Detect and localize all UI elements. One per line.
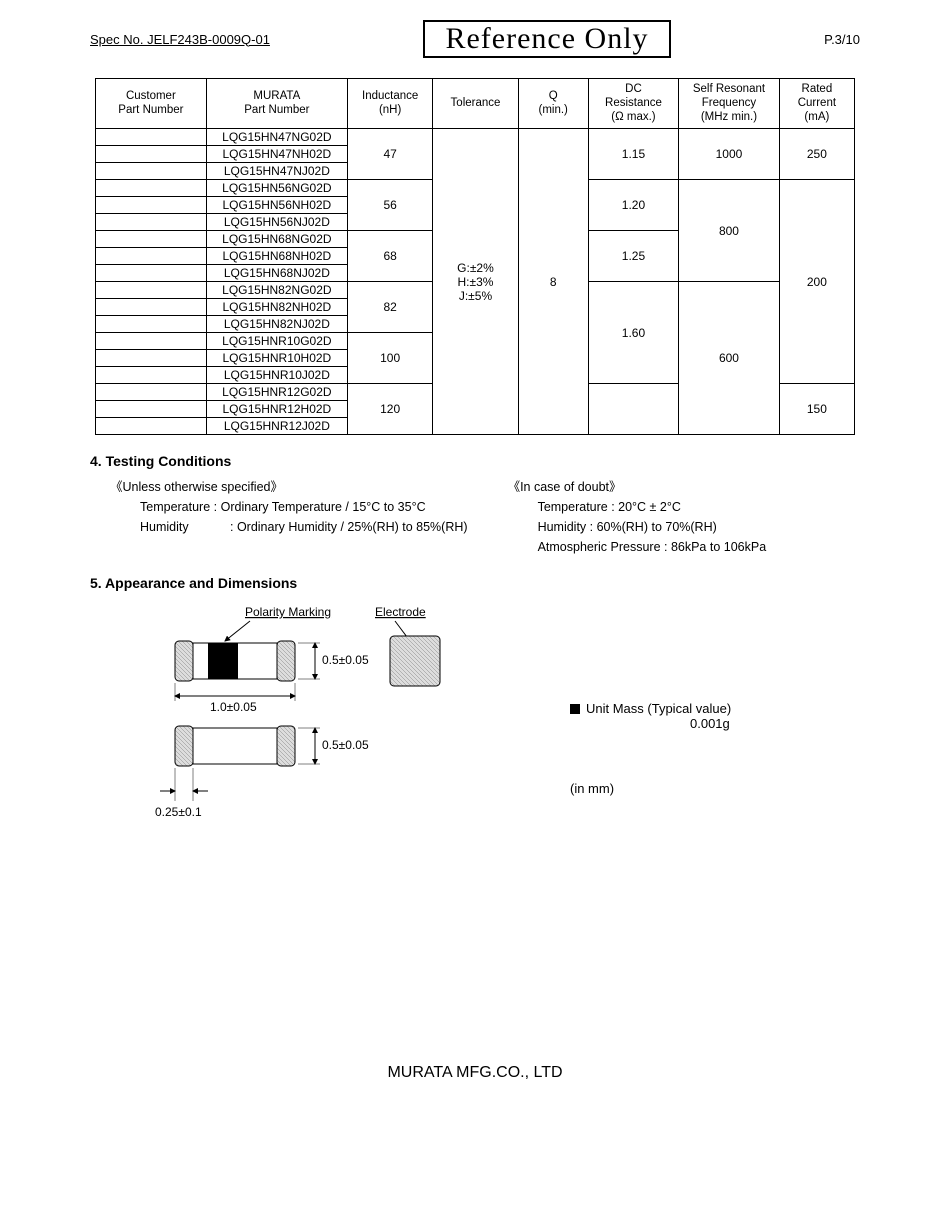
part-number: LQG15HNR12H02D [206, 401, 347, 418]
dim-electrode: 0.25±0.1 [155, 805, 202, 819]
temp-value: Ordinary Temperature / 15°C to 35°C [221, 500, 426, 514]
col-q: Q (min.) [518, 79, 588, 129]
doubt-temp: Temperature : 20°C ± 2°C [538, 497, 767, 517]
part-number: LQG15HNR10J02D [206, 367, 347, 384]
cell-inductance: 100 [347, 333, 432, 384]
col-srf: Self Resonant Frequency (MHz min.) [679, 79, 780, 129]
dim-width: 1.0±0.05 [210, 700, 257, 714]
section5-title: 5. Appearance and Dimensions [90, 575, 860, 591]
in-case-of-doubt: 《In case of doubt》 [508, 477, 767, 497]
part-number: LQG15HN47NH02D [206, 146, 347, 163]
part-number: LQG15HN68NH02D [206, 248, 347, 265]
testing-conditions: 《Unless otherwise specified》 Temperature… [110, 477, 860, 557]
unless-specified: 《Unless otherwise specified》 [110, 477, 468, 497]
unit-mass-value: 0.001g [690, 716, 731, 731]
col-dc-resistance: DC Resistance (Ω max.) [588, 79, 678, 129]
table-row: LQG15HN47NG02D47G:±2% H:±3% J:±5%81.1510… [96, 129, 855, 146]
spec-number: Spec No. JELF243B-0009Q-01 [90, 32, 270, 47]
col-inductance: Inductance (nH) [347, 79, 432, 129]
in-mm-label: (in mm) [570, 781, 731, 796]
cell-current: 200 [779, 180, 854, 384]
part-number: LQG15HN56NG02D [206, 180, 347, 197]
component-diagram-svg: Polarity Marking Electrode 0.5±0.05 1.0±… [150, 601, 470, 831]
spec-table: Customer Part Number MURATA Part Number … [95, 78, 855, 435]
dimension-drawing: Polarity Marking Electrode 0.5±0.05 1.0±… [150, 601, 470, 834]
cell-inductance: 120 [347, 384, 432, 435]
col-rated-current: Rated Current (mA) [779, 79, 854, 129]
part-number: LQG15HN82NG02D [206, 282, 347, 299]
part-number: LQG15HNR10H02D [206, 350, 347, 367]
cell-inductance: 47 [347, 129, 432, 180]
humidity-value: : Ordinary Humidity / 25%(RH) to 85%(RH) [230, 520, 468, 534]
cell-dc: 1.60 [588, 282, 678, 384]
electrode-label: Electrode [375, 605, 426, 619]
part-number: LQG15HN56NH02D [206, 197, 347, 214]
part-number: LQG15HN47NG02D [206, 129, 347, 146]
cell-dc: 1.20 [588, 180, 678, 231]
page-number: P.3/10 [824, 32, 860, 47]
part-number: LQG15HN56NJ02D [206, 214, 347, 231]
page-header: Spec No. JELF243B-0009Q-01 Reference Onl… [90, 20, 860, 58]
cell-srf: 1000 [679, 129, 780, 180]
part-number: LQG15HNR12J02D [206, 418, 347, 435]
cell-inductance: 68 [347, 231, 432, 282]
doubt-humidity: Humidity : 60%(RH) to 70%(RH) [538, 517, 767, 537]
cell-inductance: 56 [347, 180, 432, 231]
part-number: LQG15HN82NH02D [206, 299, 347, 316]
col-tolerance: Tolerance [433, 79, 518, 129]
square-icon [570, 704, 580, 714]
part-number: LQG15HN47NJ02D [206, 163, 347, 180]
part-number: LQG15HNR10G02D [206, 333, 347, 350]
company-footer: MURATA MFG.CO., LTD [90, 1064, 860, 1082]
cell-dc: 1.25 [588, 231, 678, 282]
reference-only-label: Reference Only [423, 20, 670, 58]
cell-tolerance: G:±2% H:±3% J:±5% [433, 129, 518, 435]
part-number: LQG15HNR12G02D [206, 384, 347, 401]
cell-dc: 1.15 [588, 129, 678, 180]
part-number: LQG15HN68NG02D [206, 231, 347, 248]
cell-dc [588, 384, 678, 435]
col-murata-pn: MURATA Part Number [206, 79, 347, 129]
cell-srf: 600 [679, 282, 780, 435]
polarity-marking-label: Polarity Marking [245, 605, 331, 619]
dim-height: 0.5±0.05 [322, 653, 369, 667]
unit-mass-label: Unit Mass (Typical value) [586, 701, 731, 716]
dim-height2: 0.5±0.05 [322, 738, 369, 752]
humidity-label: Humidity [140, 517, 230, 537]
cell-current: 250 [779, 129, 854, 180]
section4-title: 4. Testing Conditions [90, 453, 860, 469]
temp-label: Temperature : [140, 500, 217, 514]
part-number: LQG15HN82NJ02D [206, 316, 347, 333]
cell-current: 150 [779, 384, 854, 435]
unit-mass: Unit Mass (Typical value) [570, 701, 731, 716]
cell-srf: 800 [679, 180, 780, 282]
col-customer-pn: Customer Part Number [96, 79, 207, 129]
doubt-atm: Atmospheric Pressure : 86kPa to 106kPa [538, 537, 767, 557]
cell-inductance: 82 [347, 282, 432, 333]
part-number: LQG15HN68NJ02D [206, 265, 347, 282]
cell-q: 8 [518, 129, 588, 435]
